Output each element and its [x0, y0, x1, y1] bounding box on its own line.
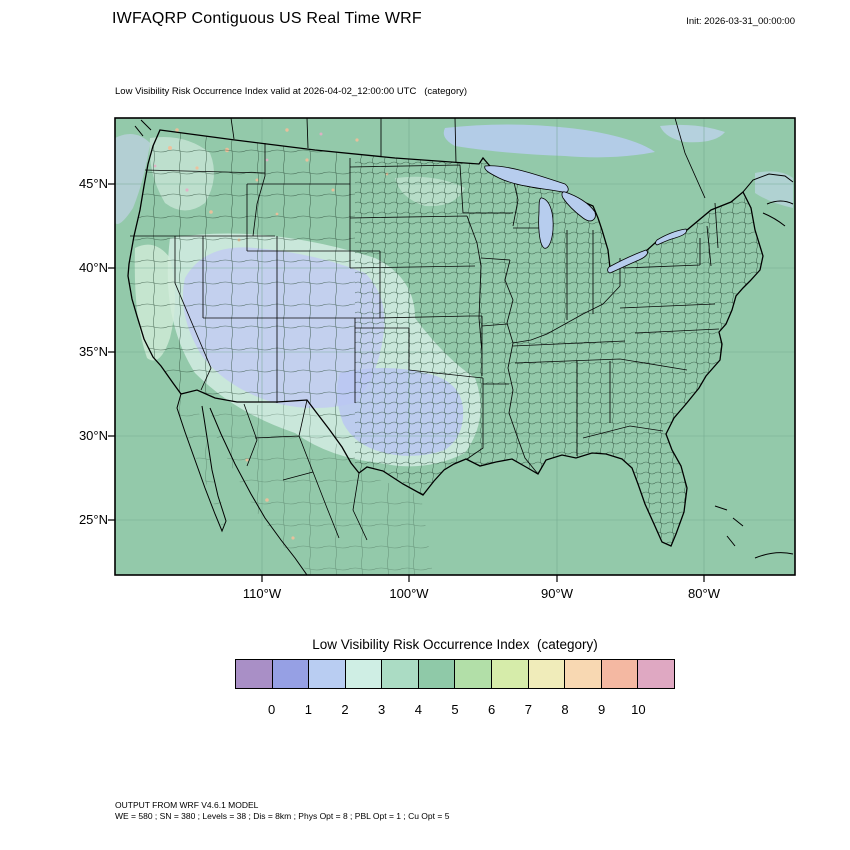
- state-borders: [130, 143, 720, 475]
- lon-label-80w: 80°W: [688, 586, 720, 601]
- colorbar-cell: [236, 660, 273, 688]
- canada-maritimes-coast: [134, 119, 794, 227]
- colorbar-tick-label: 2: [341, 702, 349, 717]
- mexico-state-borders: [243, 399, 368, 541]
- colorbar-tick-label: 8: [561, 702, 569, 717]
- colorbar-cell: [309, 660, 346, 688]
- conus-map: [108, 117, 796, 582]
- model-output-note: OUTPUT FROM WRF V4.6.1 MODEL WE = 580 ; …: [115, 800, 449, 822]
- model-output-line1: OUTPUT FROM WRF V4.6.1 MODEL: [115, 800, 259, 810]
- map-frame: [114, 117, 796, 576]
- init-timestamp: Init: 2026-03-31_00:00:00: [686, 16, 795, 27]
- colorbar-cell: [418, 660, 456, 688]
- colorbar-cell: [345, 660, 383, 688]
- valid-time-subtitle: Low Visibility Risk Occurrence Index val…: [115, 86, 468, 97]
- colorbar-tick-label: 10: [631, 702, 646, 717]
- bahamas-islands: [714, 505, 794, 559]
- colorbar-title: Low Visibility Risk Occurrence Index (ca…: [312, 637, 598, 652]
- colorbar-cell: [272, 660, 310, 688]
- colorbar-cell: [565, 660, 602, 688]
- colorbar-cell: [455, 660, 493, 688]
- colorbar-cell: [382, 660, 419, 688]
- lat-label-40n: 40°N: [78, 260, 108, 275]
- colorbar-tick-label: 7: [524, 702, 532, 717]
- model-output-line2: WE = 580 ; SN = 380 ; Levels = 38 ; Dis …: [115, 811, 450, 821]
- axis-ticks: [108, 183, 705, 582]
- colorbar-tick-label: 1: [304, 702, 312, 717]
- colorbar-cell: [528, 660, 566, 688]
- lat-label-45n: 45°N: [78, 176, 108, 191]
- lon-label-90w: 90°W: [541, 586, 573, 601]
- map-area: [103, 112, 807, 587]
- lat-label-35n: 35°N: [78, 344, 108, 359]
- plot-title: IWFAQRP Contiguous US Real Time WRF: [112, 10, 422, 27]
- colorbar: [235, 659, 675, 689]
- lon-label-100w: 100°W: [389, 586, 429, 601]
- mexico-coastline: [176, 393, 308, 575]
- colorbar-tick-label: 5: [451, 702, 459, 717]
- great-lakes: [484, 165, 687, 274]
- lat-label-30n: 30°N: [78, 428, 108, 443]
- canada-province-borders: [230, 118, 706, 199]
- colorbar-tick-label: 3: [378, 702, 386, 717]
- lon-label-110w: 110°W: [242, 586, 282, 601]
- colorbar-cell: [492, 660, 529, 688]
- lat-label-25n: 25°N: [78, 512, 108, 527]
- us-outline: [127, 129, 764, 547]
- colorbar-tick-label: 6: [488, 702, 496, 717]
- colorbar-tick-label: 0: [268, 702, 276, 717]
- colorbar-tick-label: 9: [598, 702, 606, 717]
- colorbar-tick-label: 4: [414, 702, 422, 717]
- colorbar-cell: [601, 660, 639, 688]
- colorbar-cell: [638, 660, 674, 688]
- colorbar-tick-labels: 0 1 2 3 4 5 6 7 8 9 10: [235, 702, 675, 720]
